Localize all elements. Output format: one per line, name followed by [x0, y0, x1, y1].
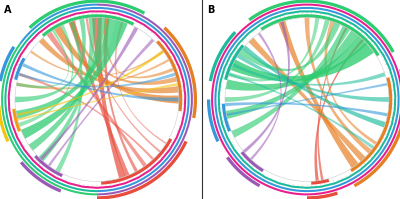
Polygon shape	[18, 73, 154, 160]
Polygon shape	[225, 20, 330, 102]
Polygon shape	[239, 22, 340, 71]
Polygon shape	[232, 63, 386, 86]
Polygon shape	[54, 26, 179, 104]
Polygon shape	[97, 141, 188, 199]
Polygon shape	[307, 8, 400, 195]
Polygon shape	[311, 179, 329, 185]
Polygon shape	[218, 10, 396, 189]
Polygon shape	[248, 38, 366, 161]
Polygon shape	[16, 59, 170, 89]
Polygon shape	[224, 44, 244, 80]
Polygon shape	[278, 7, 400, 192]
Polygon shape	[92, 18, 126, 179]
Polygon shape	[230, 42, 374, 81]
Polygon shape	[69, 21, 177, 85]
Polygon shape	[222, 104, 231, 132]
Polygon shape	[68, 20, 130, 177]
Polygon shape	[307, 191, 338, 199]
Polygon shape	[163, 27, 197, 118]
Polygon shape	[278, 20, 358, 168]
Polygon shape	[317, 27, 347, 180]
Polygon shape	[42, 14, 134, 37]
Polygon shape	[16, 30, 69, 88]
Polygon shape	[231, 26, 350, 138]
Polygon shape	[354, 69, 400, 187]
Polygon shape	[260, 14, 380, 57]
Polygon shape	[226, 156, 260, 187]
Polygon shape	[226, 36, 367, 91]
Polygon shape	[250, 32, 282, 160]
Polygon shape	[38, 18, 95, 161]
Polygon shape	[214, 11, 307, 192]
Polygon shape	[39, 38, 179, 93]
Polygon shape	[304, 18, 372, 154]
Polygon shape	[0, 106, 10, 142]
Polygon shape	[237, 54, 389, 102]
Polygon shape	[86, 18, 161, 153]
Polygon shape	[229, 4, 337, 44]
Polygon shape	[16, 50, 164, 116]
Polygon shape	[241, 151, 264, 172]
Polygon shape	[21, 20, 128, 139]
Polygon shape	[242, 45, 386, 128]
Polygon shape	[207, 100, 220, 142]
Polygon shape	[314, 39, 364, 181]
Polygon shape	[16, 18, 117, 119]
Polygon shape	[211, 43, 307, 195]
Polygon shape	[226, 30, 359, 119]
Polygon shape	[243, 21, 290, 153]
Polygon shape	[156, 40, 182, 111]
Polygon shape	[228, 18, 319, 81]
Polygon shape	[226, 83, 388, 116]
Polygon shape	[8, 10, 186, 189]
Polygon shape	[101, 138, 172, 185]
Polygon shape	[28, 18, 106, 151]
Polygon shape	[225, 102, 388, 116]
Polygon shape	[229, 73, 374, 149]
Polygon shape	[248, 0, 395, 53]
Polygon shape	[19, 73, 176, 88]
Circle shape	[225, 18, 389, 181]
Text: B: B	[207, 5, 214, 15]
Polygon shape	[34, 155, 63, 177]
Polygon shape	[115, 21, 167, 144]
Polygon shape	[350, 77, 392, 172]
Polygon shape	[209, 31, 236, 81]
Polygon shape	[30, 50, 164, 76]
Circle shape	[199, 0, 400, 199]
Polygon shape	[1, 43, 97, 195]
Polygon shape	[18, 25, 74, 127]
Polygon shape	[48, 39, 154, 167]
Polygon shape	[324, 21, 377, 145]
Polygon shape	[14, 58, 26, 80]
Polygon shape	[20, 161, 61, 192]
Polygon shape	[104, 18, 138, 172]
Polygon shape	[22, 63, 179, 101]
Polygon shape	[19, 4, 97, 44]
Polygon shape	[46, 31, 147, 167]
Polygon shape	[97, 4, 193, 195]
Circle shape	[0, 0, 205, 199]
Polygon shape	[68, 7, 190, 192]
Polygon shape	[104, 18, 174, 78]
Polygon shape	[0, 46, 15, 81]
Polygon shape	[28, 0, 145, 29]
Polygon shape	[15, 19, 86, 102]
Polygon shape	[17, 83, 178, 121]
Text: A: A	[4, 5, 12, 15]
Circle shape	[15, 18, 179, 181]
Polygon shape	[40, 27, 138, 160]
Polygon shape	[12, 109, 21, 132]
Polygon shape	[55, 21, 83, 173]
Polygon shape	[4, 11, 97, 192]
